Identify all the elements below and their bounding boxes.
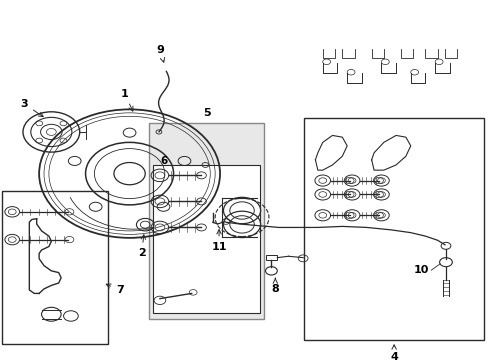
Text: 9: 9 — [156, 45, 164, 62]
Bar — [265, 255, 277, 260]
Text: 10: 10 — [413, 265, 428, 275]
Text: 3: 3 — [20, 99, 43, 117]
Text: 1: 1 — [121, 89, 133, 111]
Text: 5: 5 — [203, 108, 210, 118]
Text: 6: 6 — [160, 157, 167, 166]
Bar — [304, 118, 483, 340]
Bar — [149, 123, 264, 319]
Bar — [153, 165, 260, 312]
Text: 7: 7 — [106, 284, 123, 295]
Bar — [2, 191, 107, 344]
Text: 8: 8 — [271, 278, 279, 294]
Polygon shape — [371, 135, 410, 170]
Text: 11: 11 — [211, 230, 226, 252]
Text: 2: 2 — [138, 235, 145, 258]
Polygon shape — [315, 135, 346, 170]
Text: 4: 4 — [389, 345, 397, 360]
